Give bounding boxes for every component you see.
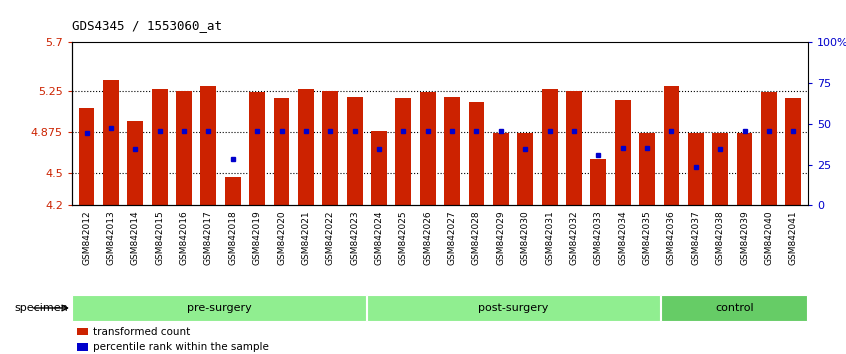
Text: GSM842028: GSM842028 [472, 211, 481, 265]
Text: GSM842031: GSM842031 [545, 211, 554, 265]
Text: post-surgery: post-surgery [478, 303, 549, 313]
Bar [444, 97, 460, 205]
Bar [250, 92, 265, 205]
Text: GSM842030: GSM842030 [521, 211, 530, 265]
Bar [128, 121, 143, 205]
Bar [517, 133, 533, 205]
Text: GSM842016: GSM842016 [179, 211, 189, 265]
Bar [103, 80, 118, 205]
Text: specimen: specimen [14, 303, 68, 313]
Bar [395, 98, 411, 205]
Text: GSM842027: GSM842027 [448, 211, 457, 265]
Bar [273, 98, 289, 205]
Bar [347, 97, 363, 205]
Bar [367, 295, 660, 321]
Text: GSM842015: GSM842015 [155, 211, 164, 265]
Text: GSM842029: GSM842029 [497, 211, 505, 265]
Bar [151, 89, 168, 205]
Bar [469, 102, 485, 205]
Text: GSM842012: GSM842012 [82, 211, 91, 265]
Bar [737, 133, 752, 205]
Bar [322, 91, 338, 205]
Text: GSM842019: GSM842019 [253, 211, 261, 265]
Text: GSM842025: GSM842025 [398, 211, 408, 265]
Bar [420, 92, 436, 205]
Bar [712, 133, 728, 205]
Text: GSM842013: GSM842013 [107, 211, 115, 265]
Text: GSM842014: GSM842014 [131, 211, 140, 265]
Text: GSM842040: GSM842040 [765, 211, 773, 265]
Bar [493, 133, 508, 205]
Bar [761, 92, 777, 205]
Text: pre-surgery: pre-surgery [187, 303, 251, 313]
Text: GSM842023: GSM842023 [350, 211, 359, 265]
Text: GSM842034: GSM842034 [618, 211, 627, 265]
Text: GSM842020: GSM842020 [277, 211, 286, 265]
Bar [662, 295, 807, 321]
Text: GSM842026: GSM842026 [423, 211, 432, 265]
Text: GSM842032: GSM842032 [569, 211, 579, 265]
Bar [225, 177, 240, 205]
Text: GSM842017: GSM842017 [204, 211, 213, 265]
Text: GSM842021: GSM842021 [301, 211, 310, 265]
Legend: transformed count, percentile rank within the sample: transformed count, percentile rank withi… [77, 327, 269, 352]
Text: GDS4345 / 1553060_at: GDS4345 / 1553060_at [72, 19, 222, 32]
Text: GSM842033: GSM842033 [594, 211, 603, 265]
Bar [785, 98, 801, 205]
Bar [615, 100, 630, 205]
Bar [566, 91, 582, 205]
Bar [688, 133, 704, 205]
Text: GSM842022: GSM842022 [326, 211, 335, 265]
Bar [176, 91, 192, 205]
Bar [79, 108, 95, 205]
Text: GSM842037: GSM842037 [691, 211, 700, 265]
Text: control: control [715, 303, 754, 313]
Text: GSM842018: GSM842018 [228, 211, 237, 265]
Bar [371, 131, 387, 205]
Text: GSM842038: GSM842038 [716, 211, 725, 265]
Text: GSM842036: GSM842036 [667, 211, 676, 265]
Bar [73, 295, 365, 321]
Bar [201, 86, 217, 205]
Bar [298, 89, 314, 205]
Text: GSM842024: GSM842024 [375, 211, 383, 265]
Bar [640, 133, 655, 205]
Bar [663, 86, 679, 205]
Text: GSM842039: GSM842039 [740, 211, 749, 265]
Bar [541, 89, 558, 205]
Text: GSM842035: GSM842035 [643, 211, 651, 265]
Bar [591, 159, 607, 205]
Text: GSM842041: GSM842041 [788, 211, 798, 265]
